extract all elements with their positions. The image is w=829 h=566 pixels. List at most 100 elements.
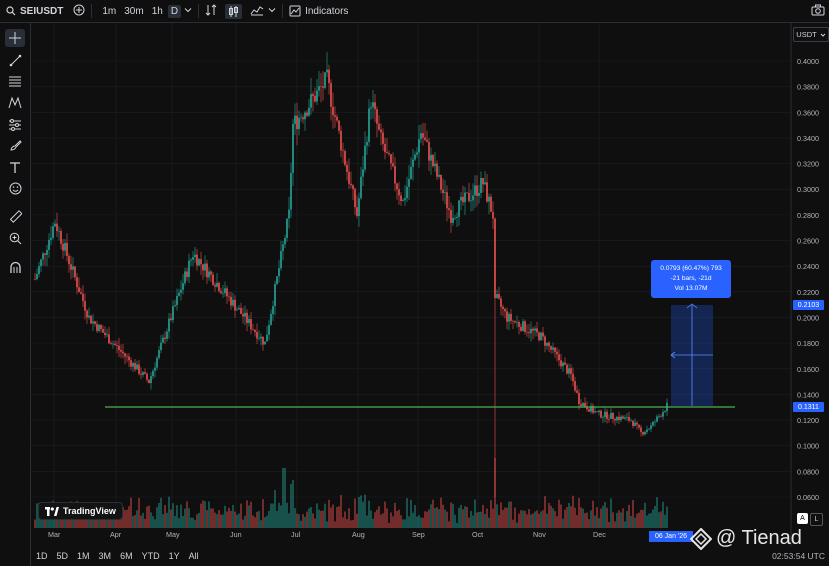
candle-body <box>656 416 658 422</box>
volume-bar <box>140 515 142 528</box>
timeframe-d[interactable]: D <box>167 4 182 18</box>
pattern-tool[interactable] <box>5 93 25 111</box>
indicators-button[interactable]: Indicators <box>289 5 348 17</box>
time-tick-label: Sep <box>412 530 425 539</box>
volume-bar <box>506 507 508 528</box>
text-tool[interactable] <box>5 158 25 176</box>
volume-bar <box>160 497 162 528</box>
volume-bar <box>184 508 186 528</box>
candle-body <box>86 310 88 318</box>
measure-change: 0.0793 (60.47%) 793 <box>660 265 722 272</box>
volume-bar <box>380 514 382 528</box>
candle-body <box>618 416 620 420</box>
range-1d[interactable]: 1D <box>36 551 48 561</box>
trend-line-tool[interactable] <box>5 51 25 69</box>
candle-body <box>230 296 232 306</box>
emoji-tool[interactable] <box>5 179 25 197</box>
candle-body <box>164 337 166 339</box>
volume-bar <box>620 512 622 528</box>
volume-bar <box>400 515 402 528</box>
candle-body <box>338 120 340 131</box>
volume-bar <box>444 509 446 528</box>
candle-body <box>378 123 380 130</box>
bar-replay-button[interactable] <box>205 3 217 19</box>
volume-bar <box>398 509 400 528</box>
candle-body <box>322 86 324 88</box>
volume-bar <box>652 509 654 528</box>
candle-body <box>630 420 632 422</box>
candle-body <box>418 139 420 153</box>
candle-body <box>204 263 206 271</box>
volume-bar <box>340 494 342 528</box>
candle-body <box>628 416 630 421</box>
candle-body <box>156 357 158 368</box>
candle-body <box>652 421 654 426</box>
brush-tool[interactable] <box>5 136 25 154</box>
timeframe-dropdown[interactable] <box>184 6 192 17</box>
chart-type-dropdown[interactable] <box>268 6 276 17</box>
range-5d[interactable]: 5D <box>56 551 69 561</box>
volume-bar <box>548 503 550 528</box>
volume-bar <box>462 509 464 528</box>
candle-body <box>218 282 220 292</box>
compare-symbol-button[interactable] <box>73 4 85 19</box>
candle-body <box>248 319 250 323</box>
auto-scale-button[interactable]: A <box>797 513 808 524</box>
diamond-logo-icon <box>690 527 712 550</box>
volume-bar <box>216 514 218 528</box>
volume-bar <box>98 517 100 528</box>
range-6m[interactable]: 6M <box>120 551 133 561</box>
range-ytd[interactable]: YTD <box>141 551 160 561</box>
forecasting-tool[interactable] <box>5 115 25 133</box>
volume-bar <box>654 505 656 528</box>
candle-body <box>486 182 488 202</box>
range-1y[interactable]: 1Y <box>168 551 180 561</box>
candle-body <box>664 411 666 413</box>
candle-body <box>318 86 320 91</box>
chart-type-area[interactable] <box>250 4 264 19</box>
smiley-icon <box>9 182 21 194</box>
price-chart[interactable]: 0.4000 0.3800 0.3600 0.3400 0.3200 0.3000 0.28… <box>31 23 829 546</box>
timeframe-30m[interactable]: 30m <box>124 5 144 17</box>
volume-bar <box>210 508 212 528</box>
candle-body <box>598 410 600 413</box>
candle-body <box>116 344 118 346</box>
crosshair-tool[interactable] <box>5 29 25 47</box>
candle-body <box>98 324 100 331</box>
snapshot-button[interactable] <box>811 4 825 19</box>
tradingview-logo[interactable]: TradingView <box>38 502 123 520</box>
candle-body <box>232 299 234 306</box>
ruler-tool[interactable] <box>5 207 25 225</box>
range-1m[interactable]: 1M <box>77 551 90 561</box>
volume-bar <box>282 468 284 528</box>
volume-bar <box>426 511 428 528</box>
volume-bar <box>226 511 228 528</box>
volume-bar <box>46 516 48 528</box>
candle-body <box>472 195 474 201</box>
volume-bar <box>288 513 290 528</box>
volume-bar <box>214 512 216 528</box>
volume-bar <box>450 502 452 528</box>
candle-body <box>132 362 134 367</box>
candle-body <box>440 174 442 190</box>
magnet-tool[interactable] <box>5 258 25 276</box>
range-all[interactable]: All <box>188 551 199 561</box>
candle-body <box>286 218 288 238</box>
chart-type-candles[interactable] <box>225 3 243 19</box>
timeframe-1h[interactable]: 1h <box>151 5 163 17</box>
candle-body <box>426 139 428 142</box>
log-scale-button[interactable]: L <box>810 513 823 526</box>
candle-body <box>616 416 618 421</box>
volume-bar <box>154 519 156 528</box>
candle-body <box>552 347 554 350</box>
symbol-selector[interactable]: SEIUSDT <box>6 6 63 17</box>
currency-selector[interactable]: USDT <box>793 27 829 42</box>
timeframe-1m[interactable]: 1m <box>102 5 117 17</box>
range-3m[interactable]: 3M <box>98 551 112 561</box>
volume-bar <box>108 512 110 528</box>
candle-body <box>108 334 110 344</box>
volume-bar <box>608 521 610 528</box>
volume-bar <box>318 509 320 528</box>
fib-tool[interactable] <box>5 72 25 90</box>
zoom-tool[interactable] <box>5 229 25 247</box>
